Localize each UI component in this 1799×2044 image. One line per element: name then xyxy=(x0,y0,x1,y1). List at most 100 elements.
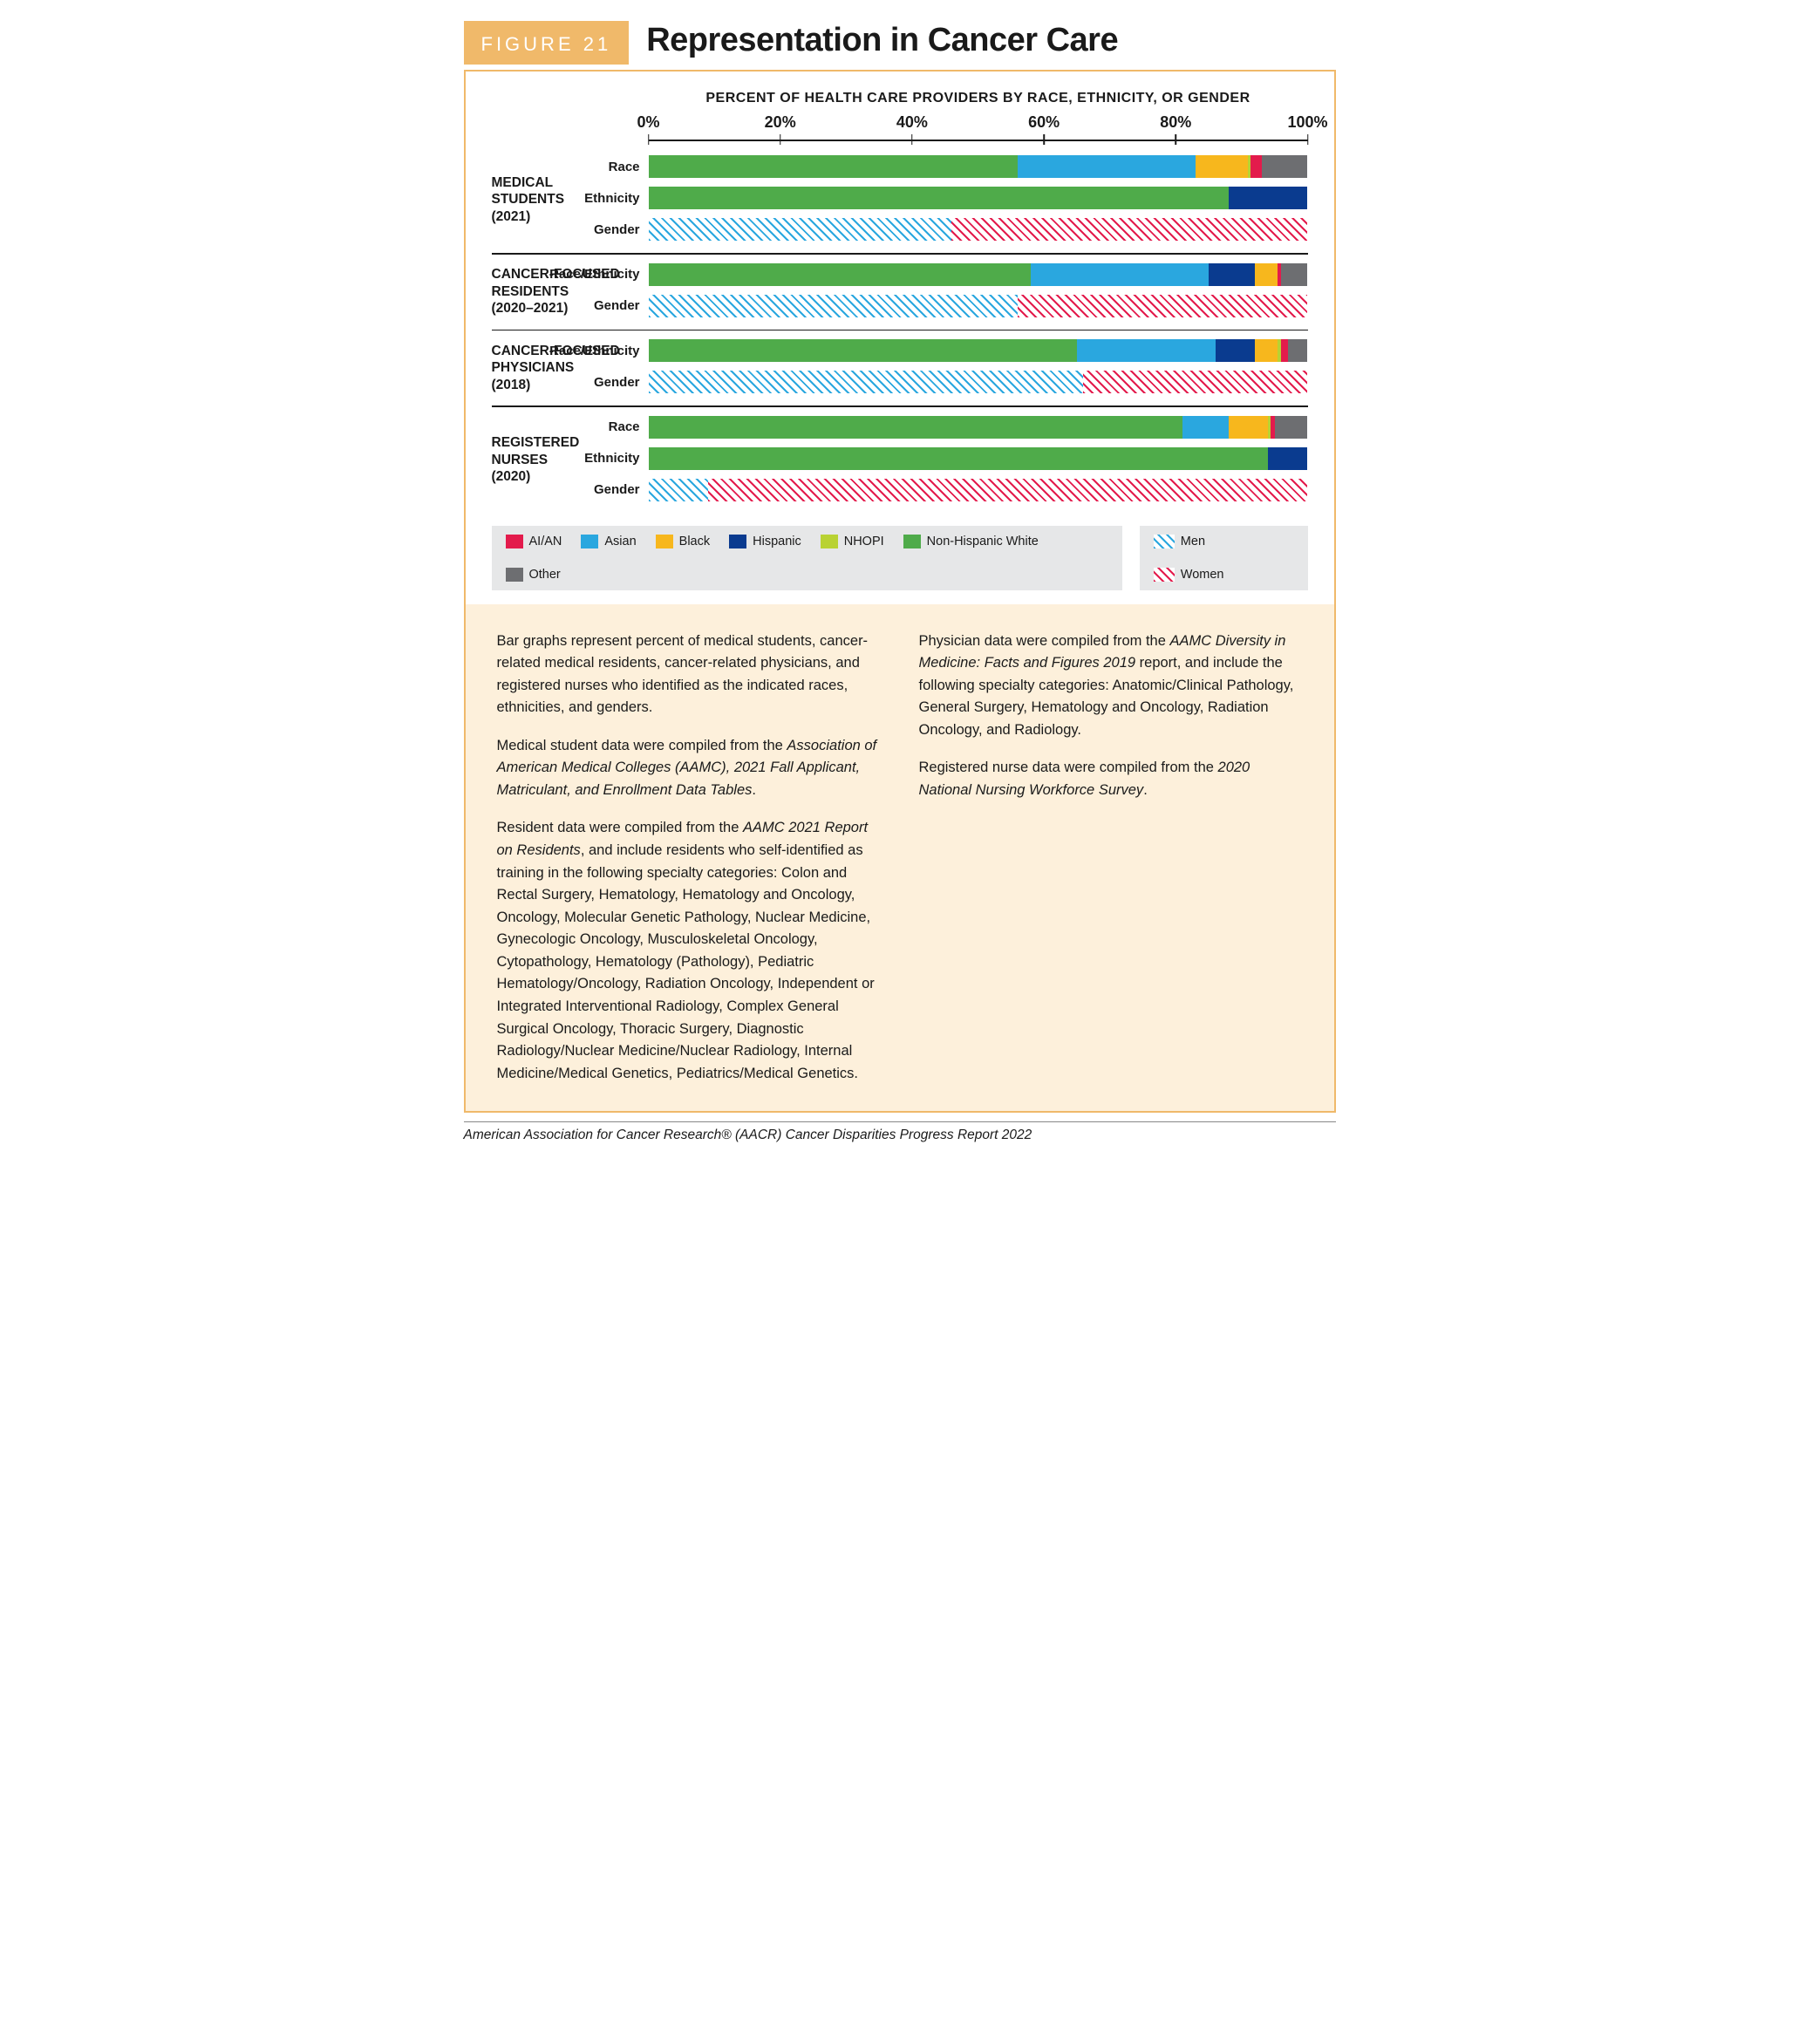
axis-tick-label: 0% xyxy=(637,113,659,132)
axis-tick-label: 40% xyxy=(896,113,928,132)
bar-segment-other xyxy=(1275,416,1308,439)
legend: AI/AN Asian Black Hispanic NHOPI Non-Hispanic… xyxy=(492,526,1308,590)
bar-segment-women xyxy=(1018,295,1308,317)
figure-header: FIGURE 21 Representation in Cancer Care xyxy=(464,21,1336,65)
legend-label: Non-Hispanic White xyxy=(927,535,1039,548)
bar-row: Gender xyxy=(649,295,1308,317)
caption-paragraph: Registered nurse data were compiled from… xyxy=(919,757,1303,801)
legend-label: Women xyxy=(1181,568,1224,582)
bar-row: Ethnicity xyxy=(649,447,1308,470)
bar-segment-black xyxy=(1196,155,1248,178)
bar-segment-other xyxy=(1288,339,1308,362)
bar-segment-hispanic xyxy=(1209,263,1255,286)
legend-item-men: Men xyxy=(1154,535,1205,548)
axis-tick-label: 80% xyxy=(1160,113,1191,132)
bar-row: Ethnicity xyxy=(649,187,1308,209)
caption-paragraph: Bar graphs represent percent of medical … xyxy=(497,630,881,719)
bar-label: Race/Ethnicity xyxy=(527,344,640,358)
chart-grid: 0%20%40%60%80%100%MEDICALSTUDENTS(2021)R… xyxy=(492,110,1308,514)
bar-row: Gender xyxy=(649,479,1308,501)
stacked-bar xyxy=(649,416,1308,439)
bar-segment-other xyxy=(1262,155,1308,178)
figure-title: Representation in Cancer Care xyxy=(646,22,1118,65)
caption-paragraph: Physician data were compiled from the AA… xyxy=(919,630,1303,742)
legend-item-hispanic: Hispanic xyxy=(729,535,801,548)
legend-swatch-hatch xyxy=(1154,568,1175,582)
bar-label: Gender xyxy=(527,482,640,497)
bar-segment-white xyxy=(649,263,1031,286)
bar-segment-white xyxy=(649,187,1229,209)
bar-row: Gender xyxy=(649,371,1308,393)
legend-item-white: Non-Hispanic White xyxy=(903,535,1039,548)
legend-item-other: Other xyxy=(506,568,561,582)
bar-segment-aian xyxy=(1281,339,1288,362)
figure-number-badge: FIGURE 21 xyxy=(464,21,630,65)
bar-row: Race/Ethnicity xyxy=(649,263,1308,286)
figure: FIGURE 21 Representation in Cancer Care … xyxy=(464,21,1336,1143)
bar-segment-hispanic xyxy=(1216,339,1255,362)
legend-swatch xyxy=(506,568,523,582)
figure-panel: PERCENT OF HEALTH CARE PROVIDERS BY RACE… xyxy=(464,70,1336,1113)
stacked-bar xyxy=(649,155,1308,178)
stacked-bar xyxy=(649,339,1308,362)
stacked-bar xyxy=(649,187,1308,209)
bar-segment-women xyxy=(1083,371,1307,393)
stacked-bar xyxy=(649,263,1308,286)
legend-label: Hispanic xyxy=(753,535,801,548)
stacked-bar xyxy=(649,447,1308,470)
group-bars: Race/Ethnicity Gender xyxy=(649,255,1308,330)
bar-segment-asian xyxy=(1031,263,1209,286)
bar-segment-white xyxy=(649,416,1182,439)
bar-segment-men xyxy=(649,218,952,241)
legend-item-aian: AI/AN xyxy=(506,535,562,548)
bar-row: Race xyxy=(649,155,1308,178)
legend-swatch-hatch xyxy=(1154,535,1175,548)
axis-tick-label: 100% xyxy=(1287,113,1327,132)
chart-area: PERCENT OF HEALTH CARE PROVIDERS BY RACE… xyxy=(466,72,1334,604)
bar-segment-hispanic xyxy=(1268,447,1307,470)
legend-item-nhopi: NHOPI xyxy=(821,535,884,548)
bar-segment-men xyxy=(649,371,1084,393)
legend-swatch xyxy=(903,535,921,548)
bar-segment-black xyxy=(1229,416,1268,439)
legend-label: AI/AN xyxy=(529,535,562,548)
bar-label: Gender xyxy=(527,222,640,237)
stacked-bar xyxy=(649,218,1308,241)
source-line: American Association for Cancer Research… xyxy=(464,1121,1336,1143)
bar-label: Ethnicity xyxy=(527,451,640,466)
bar-row: Gender xyxy=(649,218,1308,241)
caption-paragraph: Medical student data were compiled from … xyxy=(497,735,881,802)
legend-item-asian: Asian xyxy=(581,535,636,548)
legend-swatch xyxy=(821,535,838,548)
bar-segment-white xyxy=(649,339,1077,362)
bar-segment-hispanic xyxy=(1229,187,1308,209)
axis-tick-label: 60% xyxy=(1028,113,1060,132)
legend-label: Other xyxy=(529,568,561,582)
bar-label: Race xyxy=(527,419,640,434)
bar-segment-other xyxy=(1281,263,1307,286)
bar-segment-black xyxy=(1255,339,1278,362)
legend-label: Black xyxy=(679,535,710,548)
legend-swatch xyxy=(729,535,746,548)
bar-segment-white xyxy=(649,447,1269,470)
legend-label: Men xyxy=(1181,535,1205,548)
bar-label: Gender xyxy=(527,375,640,390)
bar-segment-men xyxy=(649,479,708,501)
bar-segment-aian xyxy=(1250,155,1262,178)
bar-label: Gender xyxy=(527,298,640,313)
legend-label: Asian xyxy=(604,535,636,548)
stacked-bar xyxy=(649,295,1308,317)
legend-race-ethnicity: AI/AN Asian Black Hispanic NHOPI Non-Hispanic… xyxy=(492,526,1122,590)
axis-tick-label: 20% xyxy=(765,113,796,132)
bar-label: Race xyxy=(527,160,640,174)
legend-gender: Men Women xyxy=(1140,526,1308,590)
chart-subtitle: PERCENT OF HEALTH CARE PROVIDERS BY RACE… xyxy=(649,91,1308,106)
bar-segment-asian xyxy=(1182,416,1229,439)
stacked-bar xyxy=(649,371,1308,393)
group-bars: Race Ethnicity Gender xyxy=(649,146,1308,253)
stacked-bar xyxy=(649,479,1308,501)
bar-row: Race/Ethnicity xyxy=(649,339,1308,362)
bar-segment-women xyxy=(708,479,1308,501)
legend-item-women: Women xyxy=(1154,568,1224,582)
legend-swatch xyxy=(506,535,523,548)
